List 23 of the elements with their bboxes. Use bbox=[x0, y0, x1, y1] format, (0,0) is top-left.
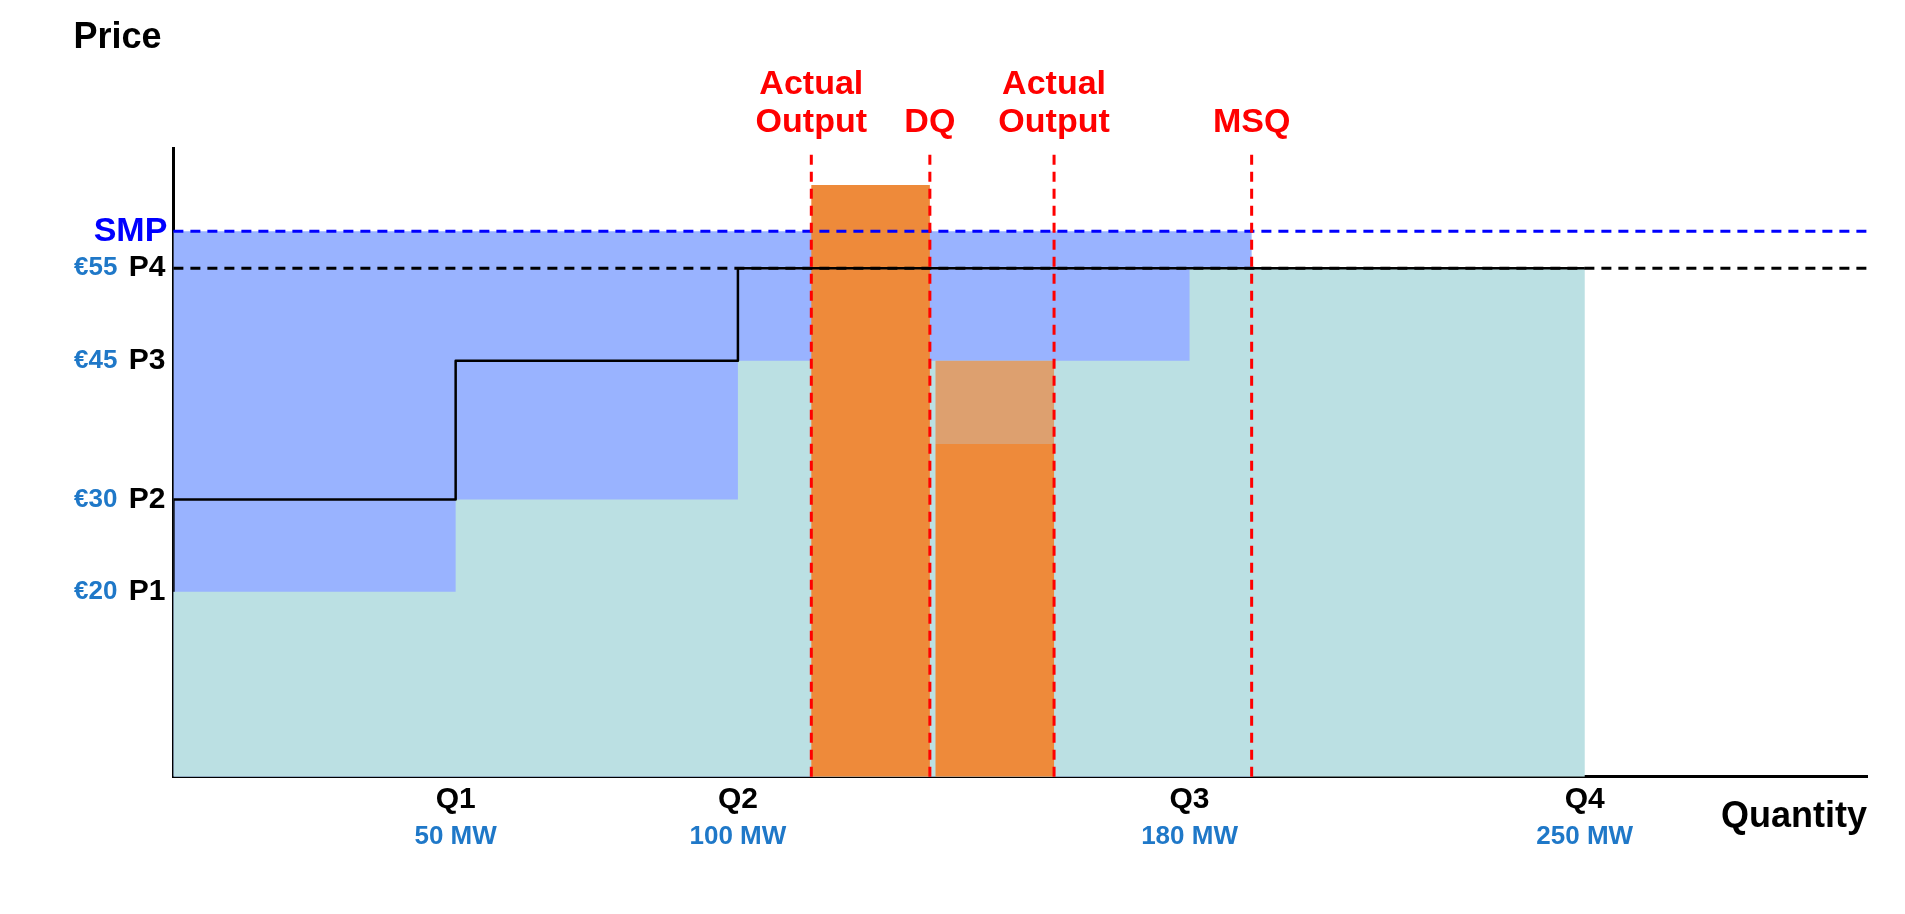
ref-line-label: Actual Output bbox=[755, 63, 868, 140]
annotation: P4 bbox=[128, 249, 166, 283]
x-tick-label: 250 MW bbox=[1536, 819, 1634, 850]
ref-line-label: SMP bbox=[93, 209, 168, 248]
x-axis-title: Quantity bbox=[1720, 793, 1867, 835]
annotation: Q4 bbox=[1564, 781, 1606, 815]
annotation: P3 bbox=[128, 341, 166, 375]
annotation: P2 bbox=[128, 480, 166, 514]
annotation: P1 bbox=[128, 573, 166, 607]
ref-line-label: Actual Output bbox=[998, 63, 1110, 140]
annotation: Q3 bbox=[1169, 781, 1210, 815]
annotation: Q1 bbox=[435, 781, 476, 815]
y-tick-label: €20 bbox=[73, 575, 118, 606]
x-tick-label: 50 MW bbox=[414, 819, 498, 850]
y-tick-label: €55 bbox=[73, 251, 118, 282]
y-axis-title: Price bbox=[73, 14, 162, 56]
ref-line-label: MSQ bbox=[1212, 101, 1291, 140]
y-tick-label: €45 bbox=[73, 343, 118, 374]
ref-line-label: DQ bbox=[904, 101, 956, 140]
x-tick-label: 180 MW bbox=[1141, 819, 1239, 850]
x-tick-label: 100 MW bbox=[689, 819, 787, 850]
annotation: Q2 bbox=[717, 781, 758, 815]
y-tick-label: €30 bbox=[73, 482, 118, 513]
